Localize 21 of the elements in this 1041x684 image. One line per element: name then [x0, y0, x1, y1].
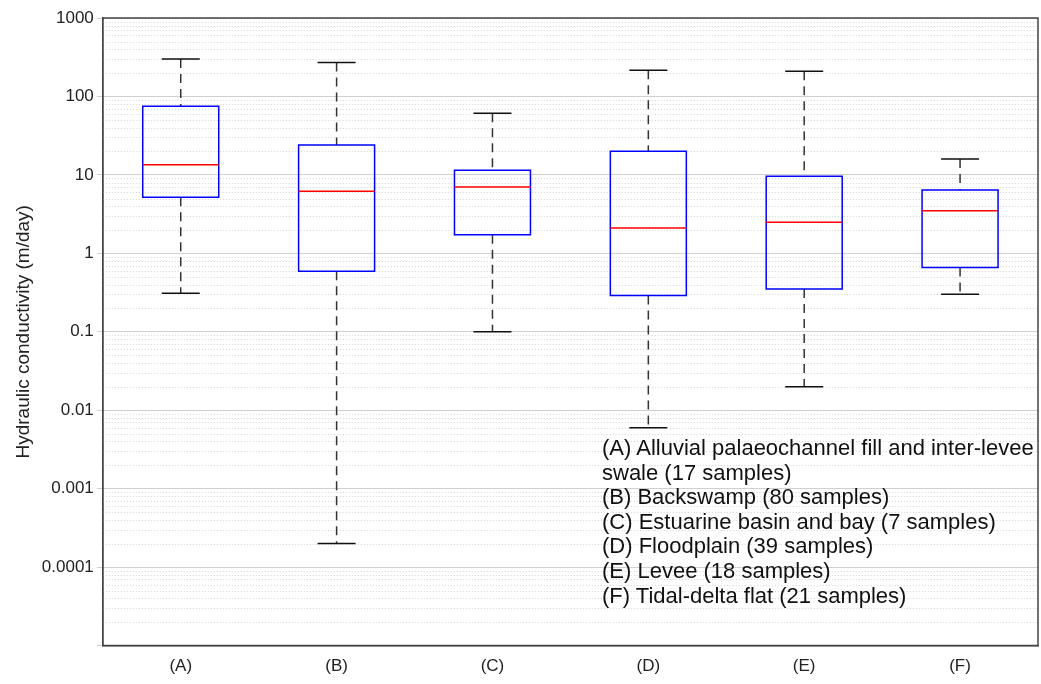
x-tick-label: (B): [325, 656, 348, 676]
y-tick-label: 0.0001: [41, 556, 94, 576]
y-tick-label: 1000: [55, 7, 94, 27]
x-tick-label: (A): [169, 656, 193, 676]
y-tick-label: 0.1: [70, 321, 94, 341]
annotation: (A) Alluvial palaeochannel fill and inter-levee swale (17 samples): [602, 435, 1034, 486]
annotation: (D) Floodplain (39 samples): [602, 533, 874, 559]
y-tick-label: 1: [84, 243, 94, 263]
x-tick-label: (E): [792, 656, 816, 676]
y-tick-label: 10: [74, 164, 94, 184]
x-tick-label: (C): [480, 656, 505, 676]
y-tick-label: 0.01: [60, 399, 94, 419]
annotation: (E) Levee (18 samples): [602, 557, 831, 584]
annotation: (C) Estuarine basin and bay (7 samples): [602, 508, 997, 535]
annotation: (B) Backswamp (80 samples): [602, 484, 891, 510]
x-tick-label: (F): [949, 656, 971, 676]
y-axis-title: Hydraulic conductivity (m/day): [11, 205, 33, 459]
y-tick-label: 100: [65, 86, 94, 106]
x-tick-label: (D): [636, 656, 661, 676]
annotation: (F) Tidal-delta flat (21 samples): [602, 582, 908, 609]
y-tick-label: 0.001: [51, 478, 94, 498]
